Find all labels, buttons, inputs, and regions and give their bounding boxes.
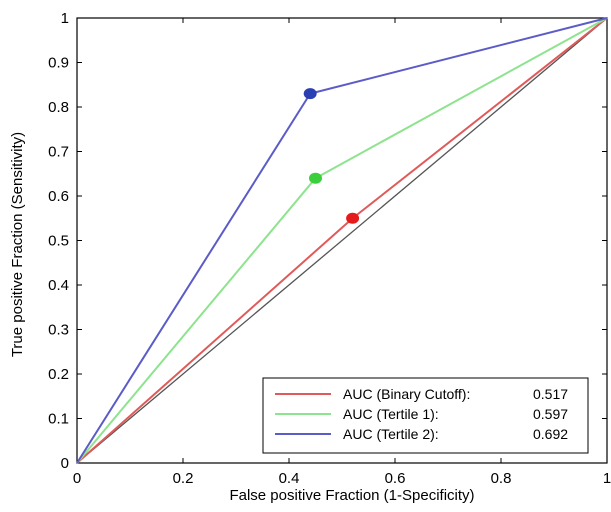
y-tick-label: 0 — [61, 455, 69, 472]
y-tick-label: 0.1 — [48, 411, 69, 428]
y-tick-label: 0.3 — [48, 322, 69, 339]
legend-box — [262, 377, 589, 454]
x-tick-label: 0.4 — [279, 470, 300, 487]
y-axis-label: True positive Fraction (Sensitivity) — [9, 132, 26, 357]
legend-auc-value-1: 0.597 — [533, 406, 568, 422]
series-point-0 — [346, 212, 360, 224]
x-tick-label: 0.6 — [385, 470, 406, 487]
legend-label-0: AUC (Binary Cutoff): — [343, 386, 470, 402]
legend: AUC (Binary Cutoff): 0.517 AUC (Tertile 1)… — [262, 377, 589, 454]
series-markers — [303, 88, 360, 224]
y-tick-label: 0.6 — [48, 188, 69, 205]
series-point-1 — [309, 172, 322, 184]
y-tick-label: 0.4 — [48, 277, 69, 294]
x-tick-label: 1 — [603, 470, 611, 487]
axes: 0 0.2 0.4 0.6 0.8 1 0 0.1 0.2 0.3 0.4 0.5 0.6 0.7 0.8 0… — [9, 10, 611, 504]
x-tick-label: 0.8 — [491, 470, 512, 487]
x-tick-label: 0 — [73, 470, 81, 487]
series-point-2 — [303, 88, 317, 100]
x-axis-label: False positive Fraction (1-Specificity) — [229, 487, 474, 504]
legend-auc-value-0: 0.517 — [533, 386, 568, 402]
y-tick-label: 0.5 — [48, 233, 69, 250]
x-tick-label: 0.2 — [173, 470, 194, 487]
legend-auc-value-2: 0.692 — [533, 426, 568, 442]
y-tick-label: 0.9 — [48, 55, 69, 72]
y-tick-label: 0.7 — [48, 144, 69, 161]
y-tick-label: 1 — [61, 10, 69, 27]
y-tick-label: 0.2 — [48, 366, 69, 383]
y-tick-label: 0.8 — [48, 99, 69, 116]
legend-label-1: AUC (Tertile 1): — [343, 406, 439, 422]
reference-diagonal-line — [76, 17, 608, 464]
legend-label-2: AUC (Tertile 2): — [343, 426, 439, 442]
